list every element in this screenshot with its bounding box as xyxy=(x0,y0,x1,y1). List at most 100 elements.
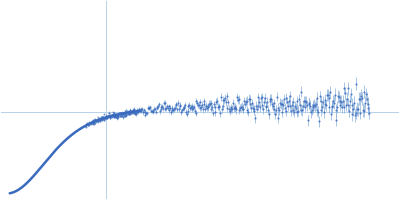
Point xyxy=(94,120,100,123)
Point xyxy=(89,123,96,126)
Point xyxy=(124,110,131,113)
Point xyxy=(94,119,100,123)
Point xyxy=(133,112,139,115)
Point xyxy=(132,111,138,114)
Point xyxy=(104,116,110,119)
Point xyxy=(113,113,119,116)
Point xyxy=(96,118,103,121)
Point xyxy=(114,114,121,117)
Point xyxy=(124,111,130,114)
Point xyxy=(118,114,124,117)
Point xyxy=(118,112,125,115)
Point xyxy=(86,123,92,126)
Point xyxy=(119,112,126,115)
Point xyxy=(111,115,117,118)
Point xyxy=(99,119,105,122)
Point xyxy=(133,109,140,112)
Point xyxy=(108,114,114,117)
Point xyxy=(95,116,102,119)
Point xyxy=(112,115,118,118)
Point xyxy=(100,118,106,121)
Point xyxy=(121,114,127,117)
Point xyxy=(98,115,105,118)
Point xyxy=(85,124,92,127)
Point xyxy=(104,115,111,118)
Point xyxy=(122,111,128,114)
Point xyxy=(84,122,90,125)
Point xyxy=(116,111,123,114)
Point xyxy=(96,118,102,121)
Point xyxy=(126,113,132,116)
Point xyxy=(106,115,113,118)
Point xyxy=(105,114,111,117)
Point xyxy=(105,114,112,118)
Point xyxy=(91,123,98,126)
Point xyxy=(83,123,89,126)
Point xyxy=(90,119,97,122)
Point xyxy=(127,110,134,113)
Point xyxy=(112,115,118,118)
Point xyxy=(103,117,110,120)
Point xyxy=(134,110,140,114)
Point xyxy=(111,115,118,118)
Point xyxy=(130,111,136,114)
Point xyxy=(129,111,136,114)
Point xyxy=(126,110,132,113)
Point xyxy=(110,113,116,116)
Point xyxy=(118,114,124,117)
Point xyxy=(92,118,98,121)
Point xyxy=(102,115,108,118)
Point xyxy=(87,122,94,125)
Point xyxy=(87,121,93,125)
Point xyxy=(127,113,133,116)
Point xyxy=(120,111,126,114)
Point xyxy=(91,120,97,124)
Point xyxy=(94,119,101,122)
Point xyxy=(85,123,91,127)
Point xyxy=(130,111,137,114)
Point xyxy=(128,111,134,114)
Point xyxy=(136,109,143,112)
Point xyxy=(109,115,115,118)
Point xyxy=(120,112,127,115)
Point xyxy=(101,112,107,115)
Point xyxy=(108,114,114,117)
Point xyxy=(116,112,122,115)
Point xyxy=(125,112,131,115)
Point xyxy=(106,115,112,118)
Point xyxy=(102,116,108,120)
Point xyxy=(115,113,121,116)
Point xyxy=(95,120,101,123)
Point xyxy=(129,110,135,113)
Point xyxy=(98,117,104,120)
Point xyxy=(134,110,140,113)
Point xyxy=(82,124,88,128)
Point xyxy=(107,113,113,116)
Point xyxy=(115,112,122,116)
Point xyxy=(108,115,115,118)
Point xyxy=(132,109,139,112)
Point xyxy=(117,111,124,115)
Point xyxy=(123,111,130,115)
Point xyxy=(88,123,94,126)
Point xyxy=(126,110,133,113)
Point xyxy=(84,122,91,125)
Point xyxy=(103,116,109,119)
Point xyxy=(110,110,116,114)
Point xyxy=(124,110,130,113)
Point xyxy=(93,119,100,122)
Point xyxy=(88,120,94,124)
Point xyxy=(114,114,120,117)
Point xyxy=(97,119,103,122)
Point xyxy=(135,110,142,113)
Point xyxy=(101,117,108,120)
Point xyxy=(113,115,120,118)
Point xyxy=(130,109,136,113)
Point xyxy=(86,121,92,124)
Point xyxy=(100,116,106,119)
Point xyxy=(121,111,128,115)
Point xyxy=(120,112,126,116)
Point xyxy=(92,121,98,124)
Point xyxy=(110,115,117,118)
Point xyxy=(100,116,107,120)
